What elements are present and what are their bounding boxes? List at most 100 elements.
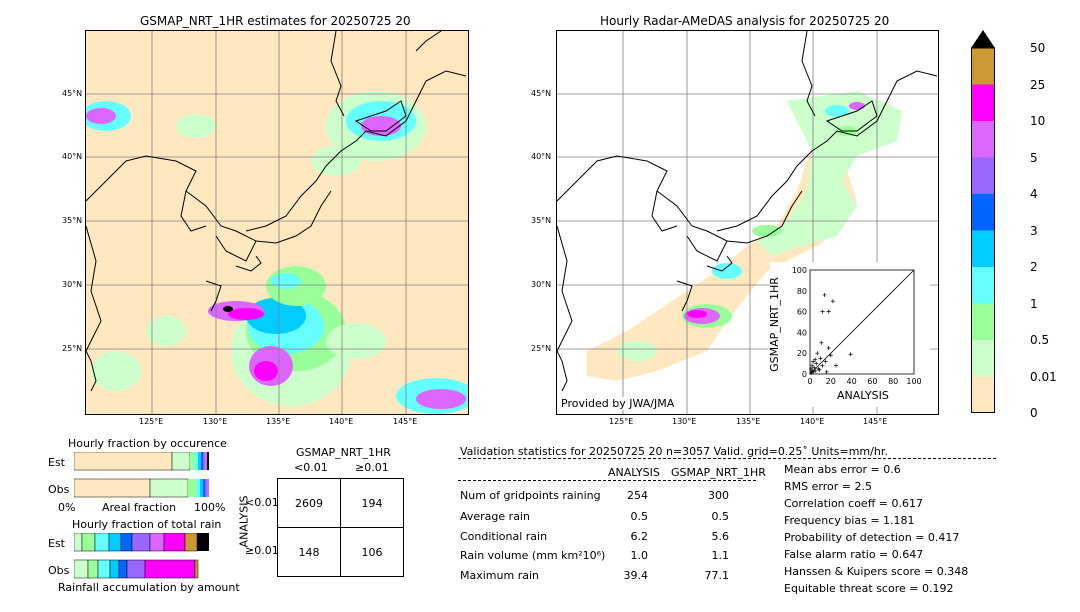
scatter-x-label: ANALYSIS <box>837 389 889 402</box>
colorbar-label-3: 3 <box>1030 224 1038 238</box>
scatter-plot: 00 20 20 40 40 60 60 80 80 100 100 <box>792 266 922 386</box>
scatter-diagonal <box>809 269 915 375</box>
scatter-point <box>826 346 831 350</box>
scatter-point <box>811 359 816 364</box>
scatter-y-tick: 40 <box>797 328 807 337</box>
total-rain-title: Hourly fraction of total rain <box>72 518 222 531</box>
colorbar-label-0.01: 0.01 <box>1030 370 1057 384</box>
validation-row-label: Rain volume (mm km²10⁶) <box>460 549 606 562</box>
score-pod: Probability of detection = 0.417 <box>784 531 960 544</box>
right-lat-label-45: 45°N <box>531 89 552 98</box>
right-lat-label-25: 25°N <box>531 344 552 353</box>
left-lon-label-140: 140°E <box>329 417 354 426</box>
left-lat-label-25: 25°N <box>62 344 83 353</box>
validation-col-gsmap: GSMAP_NRT_1HR <box>671 466 766 479</box>
scatter-point <box>820 309 825 314</box>
scatter-y-label: GSMAP_NRT_1HR <box>767 277 781 372</box>
scatter-point <box>819 340 824 345</box>
scatter-x-tick: 100 <box>906 377 921 386</box>
contingency-title: GSMAP_NRT_1HR <box>296 446 391 459</box>
scatter-y-tick: 60 <box>797 308 807 317</box>
scatter-y-tick: 0 <box>802 370 807 379</box>
scatter-point <box>817 367 822 372</box>
scatter-point <box>834 363 838 368</box>
left-map-title: GSMAP_NRT_1HR estimates for 20250725 20 <box>140 14 411 28</box>
scatter-point <box>830 299 835 304</box>
contingency-col-ge: ≥0.01 <box>355 461 389 474</box>
validation-row-analysis: 39.4 <box>623 569 649 582</box>
colorbar-label-1: 1 <box>1030 297 1038 311</box>
right-lon-label-145: 145°E <box>863 417 888 426</box>
scatter-point <box>826 309 831 314</box>
occurrence-row-obs: Obs <box>48 483 70 496</box>
total-rain-bars <box>73 532 209 579</box>
validation-col-rule <box>458 480 756 481</box>
colorbar-extend-arrow <box>971 30 995 48</box>
scatter-inset: 0 0 20 20 40 40 60 60 80 80 100 100 <box>770 262 930 407</box>
occurrence-axis-mid: Areal fraction <box>102 501 177 514</box>
validation-row-analysis: 6.2 <box>630 530 649 543</box>
left-lat-label-40: 40°N <box>62 152 83 161</box>
scatter-y-tick: 100 <box>792 266 807 275</box>
score-ets: Equitable threat score = 0.192 <box>784 582 954 595</box>
colorbar-label-5: 5 <box>1030 151 1038 165</box>
scatter-point <box>812 365 817 370</box>
colorbar-label-0: 0 <box>1030 406 1038 420</box>
scatter-x-tick: 60 <box>867 377 877 386</box>
right-lat-label-35: 35°N <box>531 216 552 225</box>
contingency-cell-nn: 2609 <box>277 478 341 528</box>
right-coastlines <box>557 31 938 392</box>
validation-col-analysis: ANALYSIS <box>608 466 660 479</box>
colorbar-label-50: 50 <box>1030 41 1046 55</box>
right-map-title: Hourly Radar-AMeDAS analysis for 2025072… <box>600 14 890 28</box>
occurrence-axis-left: 0% <box>58 501 76 514</box>
total-rain-row-est: Est <box>48 537 65 550</box>
right-lon-label-135: 135°E <box>736 417 761 426</box>
validation-row-analysis: 254 <box>627 489 648 502</box>
left-lat-label-30: 30°N <box>62 280 83 289</box>
scatter-point <box>822 292 827 297</box>
score-far: False alarm ratio = 0.647 <box>784 548 924 561</box>
score-frequency-bias: Frequency bias = 1.181 <box>784 514 915 527</box>
scatter-point <box>814 361 819 366</box>
left-lon-label-145: 145°E <box>393 417 418 426</box>
scatter-x-tick: 80 <box>888 377 898 386</box>
scatter-point <box>813 368 818 373</box>
validation-row-label: Conditional rain <box>460 530 548 543</box>
score-mean-abs-error: Mean abs error = 0.6 <box>784 463 901 476</box>
scatter-point <box>810 363 815 368</box>
validation-row-gsmap: 1.1 <box>711 549 730 562</box>
occurrence-bar-est <box>73 451 209 471</box>
scatter-x-tick: 20 <box>826 377 836 386</box>
scatter-point <box>824 369 829 374</box>
occurrence-title: Hourly fraction by occurence <box>68 437 227 450</box>
scatter-x-tick: 0 <box>807 377 812 386</box>
left-map <box>85 30 469 415</box>
total-rain-bar-est <box>73 532 209 552</box>
total-rain-footer: Rainfall accumulation by amount <box>58 581 240 594</box>
left-lon-label-125: 125°E <box>139 417 164 426</box>
scatter-point <box>848 352 853 357</box>
right-rain-field <box>587 91 902 381</box>
right-lon-label-125: 125°E <box>609 417 634 426</box>
score-correlation: Correlation coeff = 0.617 <box>784 497 923 510</box>
occurrence-axis-right: 100% <box>194 501 226 514</box>
colorbar-label-25: 25 <box>1030 78 1046 92</box>
validation-header: Validation statistics for 20250725 20 n=… <box>460 445 888 458</box>
validation-row-gsmap: 77.1 <box>704 569 730 582</box>
left-coastlines <box>86 31 467 392</box>
contingency-cell-yy: 106 <box>340 527 404 577</box>
right-lon-label-130: 130°E <box>672 417 697 426</box>
validation-row-label: Maximum rain <box>460 569 539 582</box>
scatter-y-tick: 80 <box>797 287 807 296</box>
colorbar-label-4: 4 <box>1030 187 1038 201</box>
validation-row-gsmap: 0.5 <box>711 510 730 523</box>
contingency-row-lt: <0.01 <box>245 496 279 509</box>
occurrence-row-est: Est <box>48 456 65 469</box>
right-lon-label-140: 140°E <box>800 417 825 426</box>
validation-row-gsmap: 5.6 <box>711 530 730 543</box>
validation-row-label: Average rain <box>460 510 530 523</box>
colorbar <box>971 30 995 413</box>
validation-header-rule <box>458 458 996 459</box>
scatter-point <box>809 370 814 375</box>
